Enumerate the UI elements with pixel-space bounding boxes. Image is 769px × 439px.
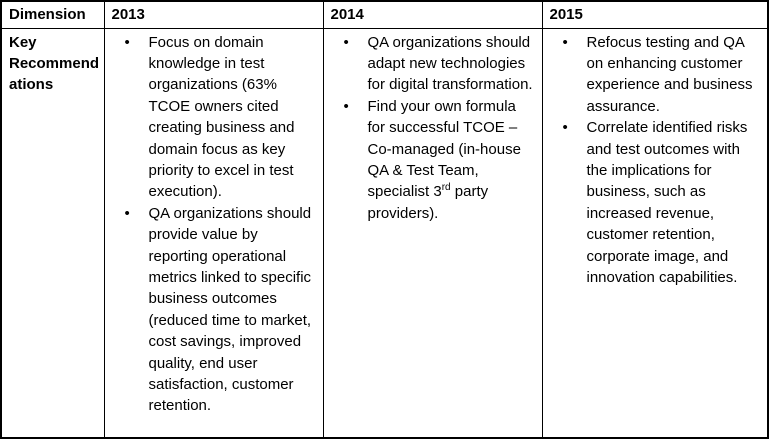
cell-dimension-label: Key Recommendations bbox=[0, 27, 105, 439]
recommendations-list-2015: Refocus testing and QA on enhancing cust… bbox=[549, 32, 762, 289]
recommendation-item: QA organizations should provide value by… bbox=[111, 203, 317, 417]
column-header-2015: 2015 bbox=[541, 0, 769, 29]
recommendations-list-2014: QA organizations should adapt new techno… bbox=[330, 32, 536, 225]
recommendation-item: Correlate identified risks and test outc… bbox=[549, 117, 762, 288]
header-row: Dimension 2013 2014 2015 bbox=[0, 0, 769, 29]
cell-2015-recommendations: Refocus testing and QA on enhancing cust… bbox=[541, 27, 769, 439]
cell-2014-recommendations: QA organizations should adapt new techno… bbox=[322, 27, 543, 439]
recommendation-item: Find your own formula for successful TCO… bbox=[330, 96, 536, 224]
column-header-2013: 2013 bbox=[103, 0, 324, 29]
column-header-dimension: Dimension bbox=[0, 0, 105, 29]
recommendation-item: Focus on domain knowledge in test organi… bbox=[111, 32, 317, 203]
table-row: Key Recommendations Focus on domain know… bbox=[0, 27, 769, 439]
recommendation-item: QA organizations should adapt new techno… bbox=[330, 32, 536, 96]
recommendations-list-2013: Focus on domain knowledge in test organi… bbox=[111, 32, 317, 417]
column-header-2014: 2014 bbox=[322, 0, 543, 29]
recommendation-item: Refocus testing and QA on enhancing cust… bbox=[549, 32, 762, 118]
cell-2013-recommendations: Focus on domain knowledge in test organi… bbox=[103, 27, 324, 439]
